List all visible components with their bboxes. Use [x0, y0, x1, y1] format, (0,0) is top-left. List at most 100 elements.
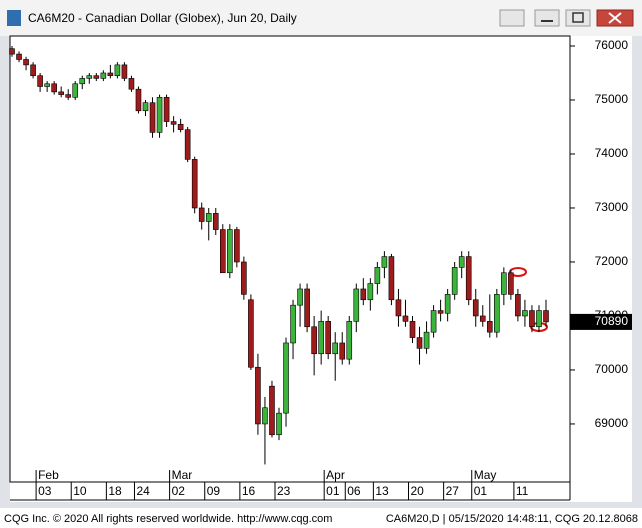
candle-body	[543, 310, 549, 323]
candle-body	[163, 96, 170, 122]
candle-body	[360, 288, 367, 301]
candle-body	[30, 64, 36, 76]
candle-body	[44, 83, 50, 87]
candle-body	[409, 321, 416, 338]
candle-body	[423, 331, 430, 349]
candle-body	[458, 256, 465, 268]
footer-bar	[0, 508, 642, 528]
maximize-button[interactable]	[565, 9, 591, 27]
candle-body	[444, 294, 451, 314]
link-button[interactable]	[499, 9, 525, 27]
x-tick-label: 01	[326, 484, 340, 498]
candle-body	[72, 83, 79, 98]
candle-body	[170, 121, 177, 125]
candle-body	[451, 267, 458, 295]
candle-body	[205, 213, 212, 222]
candle-body	[58, 91, 64, 95]
candle-body	[142, 102, 149, 112]
x-tick-label: 10	[73, 484, 87, 498]
candle-body	[241, 261, 247, 295]
candle-body	[311, 326, 317, 355]
candle-body	[283, 342, 289, 414]
candle-body	[100, 72, 107, 79]
y-tick-label: 72000	[595, 254, 629, 268]
candle-body	[248, 299, 254, 368]
candle-body	[212, 213, 219, 230]
x-tick-label: 18	[108, 484, 122, 498]
candle-body	[416, 337, 423, 349]
candle-body	[269, 385, 275, 436]
y-tick-label: 73000	[595, 200, 629, 214]
candle-body	[121, 64, 128, 79]
candle-body	[508, 272, 514, 295]
candle-body	[339, 342, 346, 360]
minimize-button[interactable]	[534, 9, 560, 27]
x-tick-label: 06	[347, 484, 361, 498]
candle-body	[304, 288, 310, 328]
candle-body	[472, 299, 479, 317]
candle-body	[16, 53, 22, 60]
candle-body	[86, 75, 93, 79]
candle-body	[515, 294, 521, 317]
candle-body	[494, 294, 500, 333]
candle-body	[262, 407, 268, 425]
candle-body	[297, 288, 303, 306]
x-tick-label: 16	[242, 484, 256, 498]
candle-body	[37, 75, 43, 87]
candle-body	[388, 256, 395, 301]
y-tick-label: 69000	[595, 416, 629, 430]
plot-border	[9, 35, 571, 483]
candle-body	[346, 321, 353, 360]
candle-body	[219, 229, 226, 274]
candle-body	[381, 256, 388, 268]
candle-body	[135, 88, 142, 112]
x-tick-label: 23	[277, 484, 291, 498]
month-label: Apr	[326, 468, 345, 482]
candle-body	[23, 59, 29, 66]
x-tick-label: 11	[516, 484, 529, 498]
y-tick-label: 74000	[595, 146, 629, 160]
candle-body	[529, 310, 535, 328]
highlight-ellipse	[509, 267, 527, 277]
candle-body	[367, 283, 374, 301]
x-tick-label: 01	[474, 484, 488, 498]
candle-body	[107, 72, 114, 76]
candle-body	[156, 96, 163, 133]
month-label: May	[474, 468, 497, 482]
footer-copyright: CQG Inc. © 2020 All rights reserved worl…	[4, 513, 332, 525]
candle-body	[128, 78, 135, 90]
y-tick-label: 76000	[595, 38, 629, 52]
app-icon	[7, 10, 21, 26]
candle-body	[479, 315, 486, 322]
x-tick-label: 02	[172, 484, 186, 498]
candle-body	[395, 299, 402, 317]
candle-body	[191, 159, 198, 209]
candle-body	[184, 129, 191, 160]
candle-body	[437, 310, 444, 314]
month-label: Mar	[172, 468, 193, 482]
last-price-label: 70890	[595, 314, 629, 328]
x-tick-label: 03	[38, 484, 52, 498]
candle-body	[325, 321, 331, 355]
candle-body	[402, 315, 409, 322]
footer-status: CA6M20,D | 05/15/2020 14:48:11, CQG 20.1…	[386, 513, 638, 525]
candle-body	[522, 310, 528, 317]
maximize-glyph	[572, 12, 584, 23]
candle-body	[9, 48, 15, 55]
candle-body	[276, 412, 282, 436]
candle-body	[177, 123, 184, 130]
x-tick-label: 13	[375, 484, 389, 498]
chart-area	[10, 36, 632, 502]
x-tick-label: 27	[446, 484, 460, 498]
close-glyph	[608, 12, 622, 24]
candle-body	[114, 64, 121, 76]
candle-body	[332, 342, 339, 355]
candle-body	[486, 321, 493, 333]
x-tick-label: 20	[411, 484, 425, 498]
candle-body	[65, 94, 72, 98]
x-tick-label: 24	[136, 484, 150, 498]
candle-body	[290, 304, 296, 344]
candle-body	[234, 229, 240, 263]
window-title: CA6M20 - Canadian Dollar (Globex), Jun 2…	[28, 11, 297, 25]
